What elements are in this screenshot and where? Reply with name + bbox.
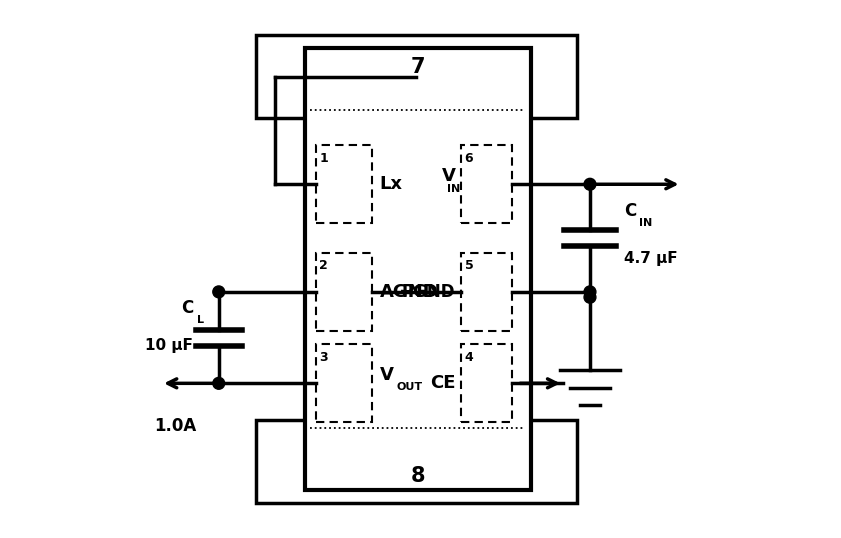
- Text: 10 μF: 10 μF: [145, 338, 193, 353]
- Text: L: L: [198, 315, 204, 325]
- Text: Lx: Lx: [379, 175, 403, 193]
- Circle shape: [584, 286, 596, 298]
- Text: IN: IN: [447, 184, 460, 194]
- Text: 2: 2: [320, 259, 328, 272]
- Text: 4.7 μF: 4.7 μF: [624, 251, 678, 266]
- Text: C: C: [181, 299, 193, 317]
- Text: 6: 6: [464, 152, 473, 165]
- Text: CE: CE: [430, 374, 456, 392]
- Text: 7: 7: [410, 57, 425, 77]
- Bar: [461, 253, 512, 331]
- Text: 8: 8: [410, 466, 425, 486]
- Bar: [315, 344, 372, 422]
- Bar: [461, 344, 512, 422]
- Text: 1: 1: [320, 152, 328, 165]
- Bar: [257, 420, 577, 503]
- Bar: [304, 48, 531, 490]
- Circle shape: [213, 378, 225, 390]
- Text: 3: 3: [320, 351, 328, 364]
- Text: PGND: PGND: [402, 283, 456, 301]
- Text: V: V: [379, 366, 394, 384]
- Bar: [315, 253, 372, 331]
- Circle shape: [584, 292, 596, 303]
- Circle shape: [213, 286, 225, 298]
- Text: 1.0A: 1.0A: [154, 417, 197, 435]
- Text: 4: 4: [464, 351, 473, 364]
- Text: C: C: [624, 202, 636, 220]
- Text: OUT: OUT: [396, 382, 422, 392]
- Text: V: V: [442, 167, 456, 185]
- Bar: [461, 145, 512, 223]
- Text: AGND: AGND: [379, 283, 438, 301]
- Circle shape: [584, 179, 596, 190]
- Text: IN: IN: [639, 218, 653, 228]
- Text: 5: 5: [464, 259, 473, 272]
- Bar: [257, 35, 577, 118]
- Bar: [315, 145, 372, 223]
